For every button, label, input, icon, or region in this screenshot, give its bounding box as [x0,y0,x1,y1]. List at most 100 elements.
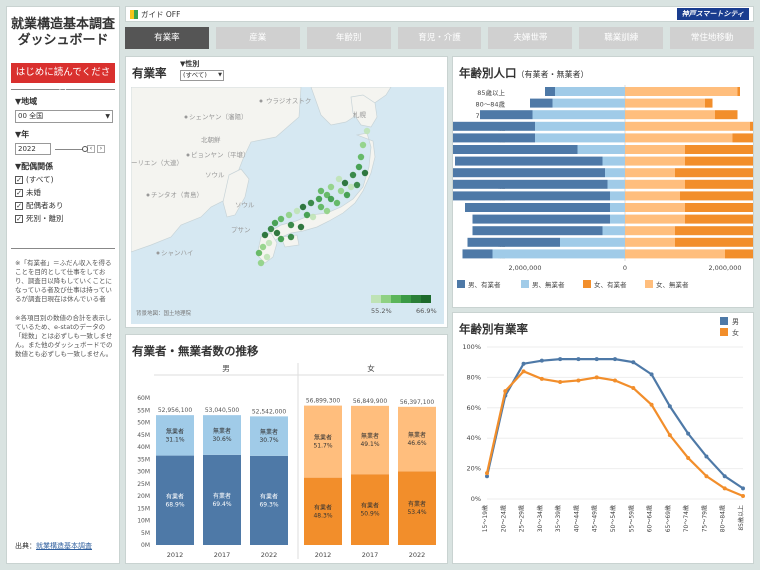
data-point[interactable] [704,454,709,459]
prefecture-dot[interactable] [327,183,335,191]
prefecture-dot[interactable] [337,187,345,195]
bar-female-unemployed[interactable] [625,191,680,201]
prefecture-dot[interactable] [299,203,307,211]
bar-male-employed[interactable] [472,214,611,224]
gender-filter-select[interactable]: (すべて) ▼ [180,70,224,81]
prefecture-dot[interactable] [361,169,369,177]
data-point[interactable] [667,433,672,438]
bar-female-employed[interactable] [685,214,753,224]
bar-female-employed[interactable] [685,156,753,166]
data-point[interactable] [649,372,654,377]
prefecture-dot[interactable] [307,199,315,207]
prefecture-dot[interactable] [359,141,367,149]
bar-male-employed[interactable] [467,237,561,247]
prefecture-dot[interactable] [327,195,335,203]
bar-female-unemployed[interactable] [625,121,750,131]
bar-male-unemployed[interactable] [535,133,625,143]
bar-female-unemployed[interactable] [625,237,675,247]
data-point[interactable] [576,357,581,362]
bar-male-unemployed[interactable] [607,179,626,189]
age-pyramid-chart[interactable]: 85歳以上80～84歳75～79歳70～74歳65～69歳60～64歳55～59… [453,85,753,307]
data-point[interactable] [521,369,526,374]
bar-female-employed[interactable] [705,98,713,108]
bar-male-employed[interactable] [480,110,533,120]
bar-female-unemployed[interactable] [625,110,715,120]
bar-male-employed[interactable] [453,145,578,154]
bar-female-employed[interactable] [675,226,753,236]
prefecture-dot[interactable] [347,183,355,191]
checkbox-unmarried[interactable]: ✓ 未婚 [15,188,41,197]
prefecture-dot[interactable] [265,239,273,247]
data-point[interactable] [741,486,745,491]
bar-male-employed[interactable] [465,203,610,212]
trend-chart[interactable]: 男 女 0M 5M 10M 15M 20M 25M 30M 35M 40M 45M 50M 55M 60M 5… [126,363,447,563]
bar-female-unemployed[interactable] [625,203,685,212]
bar-unemployed[interactable] [156,415,194,456]
bar-unemployed[interactable] [351,405,389,475]
data-point[interactable] [631,386,636,391]
year-field[interactable]: 2022 [15,143,51,155]
tab-childcare[interactable]: 育児・介護 [397,27,482,49]
bar-male-employed[interactable] [453,121,535,131]
data-point[interactable] [539,376,544,381]
prev-year-button[interactable]: ‹ [87,145,95,153]
prefecture-dot[interactable] [285,211,293,219]
bar-unemployed[interactable] [250,416,288,456]
bar-employed[interactable] [250,455,288,545]
data-point[interactable] [485,471,489,476]
slider-handle[interactable] [82,145,88,152]
bar-female-employed[interactable] [675,237,753,247]
prefecture-dot[interactable] [323,191,331,199]
data-point[interactable] [613,357,617,362]
data-point[interactable] [686,431,691,436]
data-point[interactable] [503,389,508,394]
prefecture-dot[interactable] [255,249,263,257]
checkbox-all[interactable]: ✓ (すべて) [15,175,54,184]
prefecture-dot[interactable] [317,203,325,211]
bar-female-unemployed[interactable] [625,179,685,189]
tab-migration[interactable]: 常住地移動 [670,27,755,49]
tab-training[interactable]: 職業訓練 [579,27,664,49]
data-point[interactable] [631,360,636,365]
prefecture-dot[interactable] [341,179,349,187]
bar-male-unemployed[interactable] [602,156,626,166]
data-point[interactable] [521,361,526,366]
data-point[interactable] [704,474,709,479]
readme-button[interactable]: はじめに読んでください [11,63,115,98]
bar-female-unemployed[interactable] [625,133,733,143]
prefecture-dot[interactable] [335,175,343,183]
data-point[interactable] [613,378,617,383]
tab-employment-rate[interactable]: 有業率 [125,27,209,49]
bar-female-employed[interactable] [680,191,753,201]
checkbox-married[interactable]: ✓ 配偶者あり [15,201,64,210]
prefecture-dot[interactable] [267,225,275,233]
bar-female-unemployed[interactable] [625,145,685,154]
bar-male-unemployed[interactable] [560,237,625,247]
year-slider[interactable] [55,145,88,152]
prefecture-dot[interactable] [277,235,285,243]
prefecture-dot[interactable] [273,229,281,237]
bar-male-unemployed[interactable] [532,110,626,120]
bar-female-employed[interactable] [725,249,753,259]
bar-male-unemployed[interactable] [555,87,625,96]
source-link[interactable]: 就業構造基本調査 [36,542,92,550]
prefecture-dot[interactable] [315,195,323,203]
bar-male-unemployed[interactable] [605,168,625,178]
data-point[interactable] [594,375,599,380]
bar-male-employed[interactable] [453,133,535,143]
bar-female-unemployed[interactable] [625,98,705,108]
bar-female-employed[interactable] [675,168,753,178]
bar-female-employed[interactable] [737,87,741,96]
prefecture-dot[interactable] [353,181,361,189]
bar-employed[interactable] [304,477,342,545]
bar-employed[interactable] [203,454,241,545]
bar-female-unemployed[interactable] [625,168,675,178]
bar-female-unemployed[interactable] [625,156,685,166]
bar-employed[interactable] [398,471,436,545]
data-point[interactable] [686,455,691,460]
prefecture-dot[interactable] [287,221,295,229]
bar-female-employed[interactable] [685,145,753,154]
bar-female-unemployed[interactable] [625,249,725,259]
data-point[interactable] [741,493,745,498]
data-point[interactable] [649,402,654,407]
